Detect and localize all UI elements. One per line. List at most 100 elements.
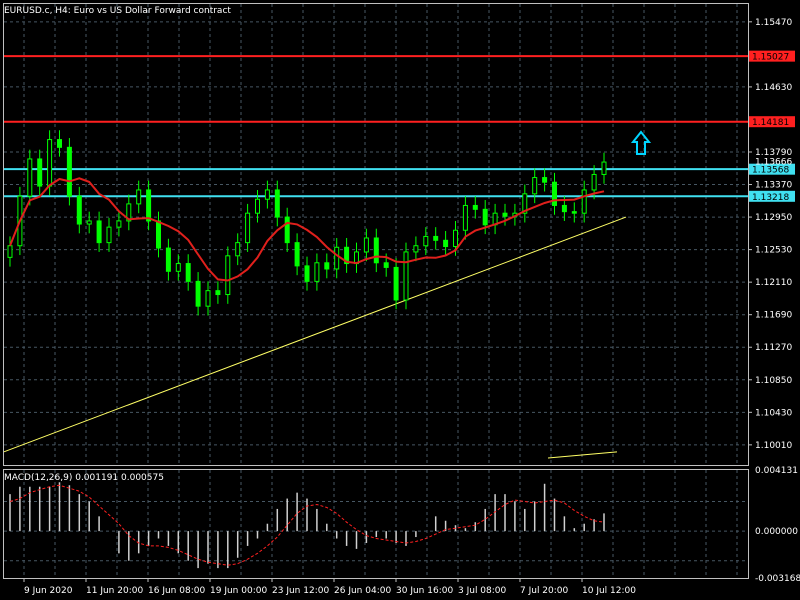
price-tick-label: 1.13370 xyxy=(755,181,792,191)
macd-panel: 0.004131 0.000000 -0.003168 xyxy=(9,466,800,584)
candle-body xyxy=(304,265,310,282)
price-tick-label: 1.11270 xyxy=(755,343,792,353)
candle-body xyxy=(7,245,13,258)
level-tag-label: 1.15027 xyxy=(752,53,789,63)
candle-body xyxy=(215,290,221,296)
candle-body xyxy=(106,226,112,244)
macd-frame xyxy=(3,469,749,579)
price-tick-label: 1.10850 xyxy=(755,376,792,386)
current-price-label: 1.13666 xyxy=(755,158,792,168)
candle-body xyxy=(552,181,557,206)
candle-body xyxy=(542,177,548,183)
arrow-shape xyxy=(630,130,652,155)
candle-body xyxy=(96,220,102,244)
candle-body xyxy=(314,262,320,282)
level-tag xyxy=(749,116,795,128)
price-tick-label: 1.11690 xyxy=(755,311,792,321)
candle-body xyxy=(561,204,567,213)
candle-body xyxy=(195,280,201,307)
candle-body xyxy=(37,158,43,187)
moving-average xyxy=(9,177,605,282)
main-frame xyxy=(3,3,749,466)
candle-body xyxy=(344,246,350,265)
time-tick-label: 16 Jun 08:00 xyxy=(148,586,205,596)
candle-body xyxy=(413,245,419,253)
time-axis: 9 Jun 2020 11 Jun 20:00 16 Jun 08:00 19 Jun… xyxy=(23,578,636,596)
price-tick-label: 1.10430 xyxy=(755,408,792,418)
price-tick-label: 1.15470 xyxy=(755,18,792,28)
candle-body xyxy=(502,212,508,217)
candle-body xyxy=(453,229,458,248)
horizontal-levels: 1.15027 1.14181 1.13568 1.13218 xyxy=(4,50,795,203)
level-tag-label: 1.13218 xyxy=(752,193,789,203)
candle-body xyxy=(136,189,142,205)
candle-body xyxy=(57,139,62,148)
trendlines xyxy=(3,216,627,459)
time-tick-label: 3 Jul 08:00 xyxy=(458,586,507,596)
time-tick-label: 26 Jun 04:00 xyxy=(334,586,391,596)
candle-body xyxy=(581,189,587,214)
price-tick-label: 1.10010 xyxy=(755,441,792,451)
candle-body xyxy=(264,189,270,200)
candle-body xyxy=(284,216,290,244)
level-tag-label: 1.13568 xyxy=(752,166,789,176)
price-tick-label: 1.13790 xyxy=(755,148,792,158)
candle-body xyxy=(175,263,181,272)
candle-body xyxy=(373,237,379,264)
trendline-lower xyxy=(547,451,618,459)
macd-tick-label: 0.004131 xyxy=(755,466,798,476)
candle-body xyxy=(383,262,389,268)
candle-body xyxy=(27,158,33,197)
candle-body xyxy=(245,212,251,244)
time-tick-label: 23 Jun 12:00 xyxy=(272,586,329,596)
candle-body xyxy=(86,220,92,225)
candle-body xyxy=(591,173,597,191)
candle-body xyxy=(66,146,72,197)
candle-body xyxy=(185,263,191,282)
candle-body xyxy=(255,198,260,214)
candle-body xyxy=(532,177,538,195)
price-axis: 1.15470 1.14630 1.13790 1.13370 1.12950 1.125… xyxy=(748,18,792,451)
candle-body xyxy=(146,189,152,222)
candle-body xyxy=(443,239,449,248)
candle-body xyxy=(156,220,161,249)
macd-label: MACD(12,26,9) 0.001191 0.000575 xyxy=(4,473,164,483)
candle-body xyxy=(235,242,241,257)
grid xyxy=(4,4,748,578)
chart-frame xyxy=(3,3,749,579)
level-tag xyxy=(749,190,795,202)
candle-body xyxy=(126,203,132,222)
candle-body xyxy=(403,251,409,301)
level-tag-label: 1.14181 xyxy=(752,118,789,128)
time-tick-label: 9 Jun 2020 xyxy=(24,586,73,596)
candle-body xyxy=(324,262,330,270)
macd-tick-label: -0.003168 xyxy=(755,574,800,584)
candle-body xyxy=(522,193,528,214)
chart-title: EURUSD.c, H4: Euro vs US Dollar Forward … xyxy=(4,6,231,16)
candle-body xyxy=(433,235,439,241)
time-tick-label: 19 Jun 00:00 xyxy=(210,586,267,596)
up-arrow-icon xyxy=(630,130,652,155)
candle-body xyxy=(47,139,53,187)
time-tick-label: 7 Jul 20:00 xyxy=(520,586,569,596)
level-tag xyxy=(749,163,795,175)
candle-body xyxy=(462,204,468,231)
candle-body xyxy=(274,189,280,218)
candle-body xyxy=(601,161,607,175)
candle-body xyxy=(76,195,82,225)
price-tick-label: 1.12950 xyxy=(755,213,792,223)
time-tick-label: 10 Jul 12:00 xyxy=(582,586,636,596)
trendline-main xyxy=(3,216,627,453)
candle-body xyxy=(116,220,122,228)
candles xyxy=(7,130,607,316)
price-tick-label: 1.12530 xyxy=(755,246,792,256)
candle-body xyxy=(294,242,300,267)
candle-body xyxy=(334,246,340,270)
macd-tick-label: 0.000000 xyxy=(755,527,798,537)
candle-body xyxy=(205,290,211,307)
price-tick-label: 1.14630 xyxy=(755,83,792,93)
candle-body xyxy=(423,235,429,247)
candle-body xyxy=(472,204,478,210)
candle-body xyxy=(225,255,231,296)
